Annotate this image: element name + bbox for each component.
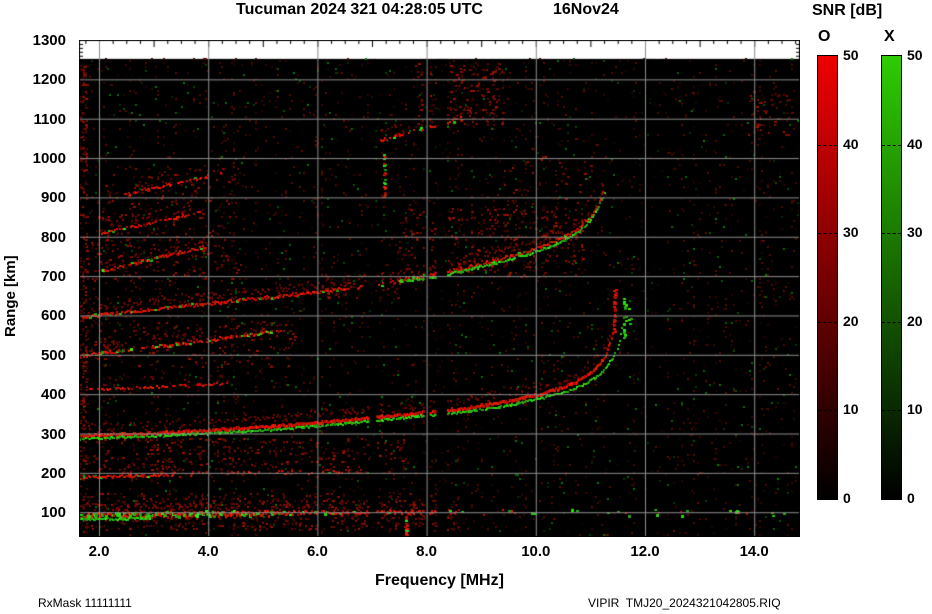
range-tick-label: 1000 bbox=[32, 150, 66, 168]
range-tick-label: 1300 bbox=[32, 32, 66, 49]
frequency-axis-label: Frequency [MHz] bbox=[375, 572, 504, 589]
frequency-tick-label: 10.0 bbox=[521, 543, 551, 560]
range-tick-label: 100 bbox=[40, 504, 66, 522]
colorbar-tick-label: 50 bbox=[843, 47, 859, 63]
range-tick-label: 600 bbox=[40, 307, 66, 325]
colorbar-tick-label: 10 bbox=[843, 401, 859, 418]
frequency-tick-label: 12.0 bbox=[630, 543, 660, 560]
frequency-tick-label: 2.0 bbox=[88, 543, 110, 560]
o-mode-label: O bbox=[818, 28, 831, 45]
colorbar-tick-label: 40 bbox=[907, 135, 923, 152]
range-tick-label: 900 bbox=[40, 189, 66, 207]
range-tick-label: 400 bbox=[40, 386, 66, 404]
colorbar-tick-label: 30 bbox=[843, 224, 859, 241]
range-tick-label: 300 bbox=[40, 425, 66, 443]
range-tick-label: 500 bbox=[40, 346, 66, 364]
x-mode-label: X bbox=[884, 28, 895, 45]
colorbar-tick-label: 20 bbox=[907, 312, 923, 329]
colorbar-tick-label: 0 bbox=[907, 490, 915, 506]
colorbar-tick-dash bbox=[882, 410, 901, 412]
colorbar-tick-dash bbox=[818, 233, 837, 235]
colorbar-tick-label: 30 bbox=[907, 224, 923, 241]
snr-colorbar-title: SNR [dB] bbox=[812, 2, 883, 19]
frequency-tick-label: 8.0 bbox=[416, 543, 438, 560]
x-colorbar bbox=[881, 55, 902, 500]
colorbar-tick-label: 50 bbox=[907, 47, 923, 63]
frequency-tick-label: 14.0 bbox=[739, 543, 769, 560]
colorbar-tick-dash bbox=[882, 144, 901, 146]
plot-date: 16Nov24 bbox=[553, 1, 619, 18]
range-tick-label: 200 bbox=[40, 464, 66, 482]
plot-title: Tucuman 2024 321 04:28:05 UTC bbox=[236, 1, 483, 18]
colorbar-tick-label: 0 bbox=[843, 490, 851, 506]
colorbar-tick-dash bbox=[882, 233, 901, 235]
rxmask-footer: RxMask 11111111 bbox=[38, 596, 132, 610]
range-tick-label: 800 bbox=[40, 228, 66, 246]
frequency-tick-label: 6.0 bbox=[306, 543, 328, 560]
ionogram-canvas bbox=[79, 40, 800, 537]
range-tick-label: 1100 bbox=[33, 110, 66, 128]
filename-footer: VIPIR TMJ20_2024321042805.RIQ bbox=[588, 596, 781, 610]
colorbar-tick-label: 40 bbox=[843, 135, 859, 152]
range-tick-label: 1200 bbox=[32, 71, 66, 89]
range-tick-label: 700 bbox=[40, 268, 66, 286]
o-colorbar bbox=[817, 55, 838, 500]
colorbar-tick-label: 20 bbox=[843, 312, 859, 329]
frequency-tick-label: 4.0 bbox=[197, 543, 219, 560]
colorbar-tick-label: 10 bbox=[907, 401, 923, 418]
colorbar-tick-dash bbox=[818, 410, 837, 412]
colorbar-tick-dash bbox=[882, 321, 901, 323]
colorbar-tick-dash bbox=[818, 321, 837, 323]
colorbar-tick-dash bbox=[818, 144, 837, 146]
